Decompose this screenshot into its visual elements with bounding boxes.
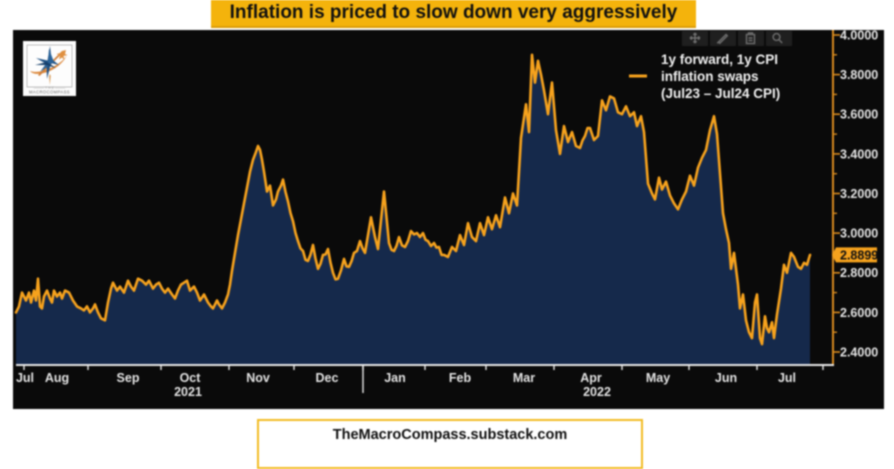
svg-text:Dec: Dec	[316, 371, 339, 385]
svg-text:2021: 2021	[174, 385, 202, 399]
svg-text:Jul: Jul	[16, 371, 34, 385]
svg-text:Aug: Aug	[45, 371, 69, 385]
svg-text:3.6000: 3.6000	[840, 108, 878, 122]
svg-text:Oct: Oct	[180, 371, 202, 385]
svg-text:3.8000: 3.8000	[840, 68, 878, 82]
svg-text:3.0000: 3.0000	[840, 227, 878, 241]
svg-text:2.6000: 2.6000	[840, 306, 878, 320]
svg-text:2.8899: 2.8899	[840, 249, 878, 263]
svg-text:Jun: Jun	[715, 371, 737, 385]
svg-text:Nov: Nov	[246, 371, 270, 385]
svg-text:Jan: Jan	[384, 371, 406, 385]
svg-text:Apr: Apr	[580, 371, 602, 385]
svg-text:Jul: Jul	[778, 371, 796, 385]
svg-text:(Jul23 – Jul24 CPI): (Jul23 – Jul24 CPI)	[661, 86, 780, 101]
svg-text:3.2000: 3.2000	[840, 187, 878, 201]
svg-text:2.4000: 2.4000	[840, 345, 878, 359]
svg-text:2022: 2022	[583, 385, 611, 399]
svg-text:Mar: Mar	[513, 371, 535, 385]
svg-text:inflation swaps: inflation swaps	[661, 69, 759, 84]
svg-text:1y forward, 1y CPI: 1y forward, 1y CPI	[661, 52, 778, 67]
svg-text:4.0000: 4.0000	[840, 30, 878, 42]
svg-text:MACROCOMPASS: MACROCOMPASS	[29, 90, 70, 95]
svg-text:Sep: Sep	[117, 371, 140, 385]
svg-text:——— T H E ———: ——— T H E ———	[34, 86, 66, 90]
svg-text:Feb: Feb	[449, 371, 472, 385]
svg-text:3.4000: 3.4000	[840, 147, 878, 161]
svg-text:2.8000: 2.8000	[840, 266, 878, 280]
svg-text:May: May	[646, 371, 670, 385]
